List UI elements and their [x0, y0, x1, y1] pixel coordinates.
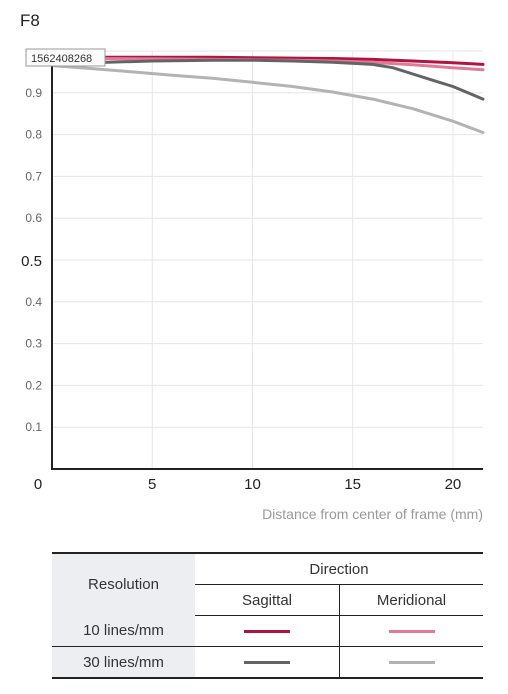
- resolution-header: Resolution: [52, 552, 195, 616]
- y-tick-label: 0.3: [25, 337, 42, 351]
- swatch-10-meridional: [388, 630, 435, 634]
- y-tick-label: 0.8: [25, 128, 42, 142]
- swatch-30-meridional: [388, 661, 435, 665]
- meridional-header: Meridional: [339, 584, 483, 616]
- legend-row-label: 10 lines/mm: [52, 615, 195, 647]
- x-tick-label: 20: [445, 476, 462, 493]
- sagittal-header: Sagittal: [195, 584, 340, 616]
- series-line-4: [50, 64, 485, 134]
- direction-header: Direction: [195, 552, 483, 585]
- y-tick-labels: 0.1 0.2 0.3 0.4 0.5 0.6 0.7 0.8 0.9: [21, 86, 42, 434]
- y-tick-label: 0.1: [25, 420, 42, 434]
- swatch-10-sagittal: [244, 630, 290, 634]
- x-tick-label: 15: [344, 476, 361, 493]
- x-tick-label: 10: [244, 476, 261, 493]
- y-tick-label: 0.2: [25, 378, 42, 392]
- mtf-chart: F8 0.10.20.30.40.50.60.70.80.9 0 5 10 15 20 …: [20, 11, 485, 522]
- series-line-3: [50, 58, 485, 101]
- swatch-30-sagittal: [244, 661, 290, 665]
- y-tick-label: 0.7: [25, 169, 42, 183]
- x-tick-label: 0: [34, 476, 42, 493]
- overlay-label: 1562408268: [31, 53, 92, 65]
- grid: [52, 50, 483, 469]
- axes: [51, 51, 483, 470]
- legend-table: Resolution Direction Sagittal Meridional…: [52, 552, 483, 679]
- x-axis-label: Distance from center of frame (mm): [262, 506, 483, 522]
- x-tick-label: 5: [148, 476, 156, 493]
- legend-row-label: 30 lines/mm: [52, 646, 195, 679]
- x-tick-labels: 0 5 10 15 20: [34, 476, 461, 493]
- overlay-tooltip: 1562408268: [25, 48, 106, 67]
- chart-title: F8: [20, 11, 40, 30]
- y-tick-label: 0.9: [25, 86, 42, 100]
- y-tick-label: 0.6: [25, 211, 42, 225]
- y-tick-label: 0.4: [25, 295, 42, 309]
- y-tick-label: 0.5: [21, 253, 42, 270]
- series-group: [50, 55, 485, 134]
